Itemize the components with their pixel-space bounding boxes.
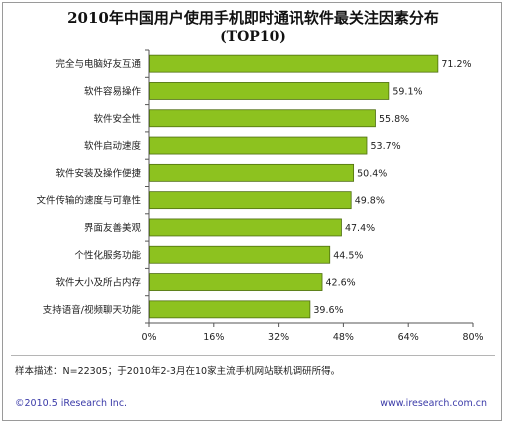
footnote-divider [11, 355, 495, 356]
category-label: 个性化服务功能 [74, 249, 141, 261]
bar [149, 300, 311, 319]
bar [149, 191, 352, 210]
bar [149, 136, 368, 155]
value-label: 53.7% [370, 141, 400, 152]
website-link[interactable]: www.iresearch.com.cn [380, 398, 487, 409]
value-label: 71.2% [441, 59, 471, 70]
value-label: 50.4% [357, 168, 387, 179]
category-label: 软件安装及操作便捷 [55, 167, 141, 179]
category-label: 文件传输的速度与可靠性 [36, 195, 141, 207]
copyright-text: ©2010.5 iResearch Inc. [15, 398, 128, 409]
x-tick-label: 16% [203, 332, 224, 343]
bar [149, 245, 331, 264]
bar [149, 163, 355, 182]
chart-title: 2010年中国用户使用手机即时通讯软件最关注因素分布 [67, 9, 439, 27]
value-label: 49.8% [355, 196, 385, 207]
category-label: 完全与电脑好友互通 [55, 58, 141, 70]
value-label: 59.1% [392, 86, 422, 97]
category-label: 支持语音/视频聊天功能 [43, 304, 142, 316]
bar-chart: 0% 16% 32% 48% 64% 80% 完全与电脑好友互通 71.2% 软件容易操作 59.… [36, 49, 484, 343]
x-tick-label: 32% [268, 332, 289, 343]
value-label: 42.6% [326, 278, 356, 289]
sample-description: 样本描述：N=22305；于2010年2-3月在10家主流手机网站联机调研所得。 [15, 366, 341, 377]
value-label: 47.4% [345, 223, 375, 234]
bar [149, 218, 342, 237]
bar [149, 109, 376, 128]
x-tick-label: 80% [462, 332, 483, 343]
category-label: 软件启动速度 [84, 140, 142, 152]
value-label: 44.5% [333, 250, 363, 261]
x-tick-label: 0% [141, 332, 156, 343]
x-tick-label: 48% [333, 332, 354, 343]
category-label: 软件大小及所占内存 [55, 277, 141, 289]
chart-subtitle: (TOP10) [220, 29, 286, 45]
value-label: 55.8% [379, 114, 409, 125]
value-label: 39.6% [313, 305, 343, 316]
bar [149, 82, 390, 100]
category-label: 软件安全性 [93, 113, 141, 125]
bar [149, 273, 323, 291]
x-tick-label: 64% [398, 332, 419, 343]
bar [149, 54, 439, 73]
category-label: 界面友善美观 [84, 222, 142, 234]
chart-frame: 2010年中国用户使用手机即时通讯软件最关注因素分布 (TOP10) 0% 16%… [2, 2, 502, 421]
category-label: 软件容易操作 [84, 85, 142, 97]
